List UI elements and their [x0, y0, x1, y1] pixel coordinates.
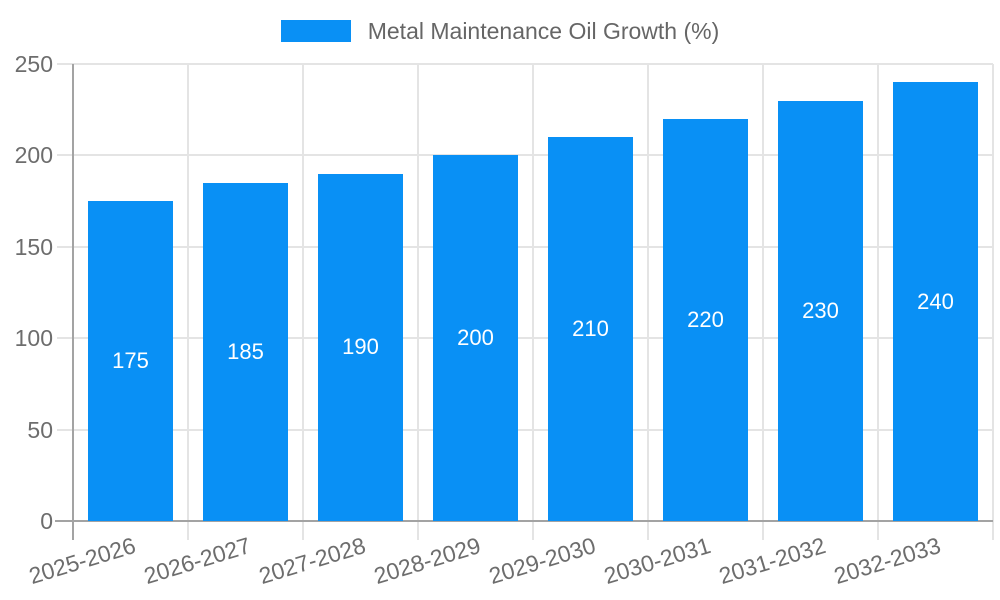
x-tick-label: 2026-2027 — [140, 532, 254, 590]
x-gridline — [762, 64, 764, 540]
bar-value-label: 200 — [457, 325, 494, 351]
x-gridline — [302, 64, 304, 540]
x-tick-label: 2029-2030 — [485, 532, 599, 590]
y-gridline — [57, 154, 993, 157]
bar[interactable]: 220 — [663, 118, 748, 521]
x-gridline — [992, 64, 994, 540]
x-tick-label: 2028-2029 — [370, 532, 484, 590]
x-tick-label: 2027-2028 — [255, 532, 369, 590]
bar[interactable]: 230 — [778, 100, 863, 521]
y-gridline — [57, 245, 993, 248]
y-tick-label: 250 — [14, 51, 53, 77]
y-tick-label: 50 — [27, 416, 53, 443]
bar[interactable]: 200 — [433, 155, 518, 521]
y-axis-line — [72, 64, 74, 540]
y-tick-label: 100 — [14, 325, 53, 352]
x-gridline — [647, 64, 649, 540]
y-tick-label: 150 — [14, 233, 53, 260]
x-tick-label: 2030-2031 — [600, 532, 714, 590]
bar[interactable]: 190 — [318, 173, 403, 521]
x-gridline — [187, 64, 189, 540]
bar-value-label: 210 — [572, 316, 609, 342]
legend-item[interactable]: Metal Maintenance Oil Growth (%) — [0, 17, 1000, 45]
y-gridline — [57, 428, 993, 431]
x-gridline — [877, 64, 879, 540]
x-gridline — [532, 64, 534, 540]
x-tick-label: 2031-2032 — [715, 532, 829, 590]
bar[interactable]: 175 — [88, 201, 173, 521]
y-gridline — [57, 337, 993, 340]
bar[interactable]: 240 — [893, 82, 978, 521]
bar[interactable]: 185 — [203, 182, 288, 521]
legend-label: Metal Maintenance Oil Growth (%) — [367, 18, 720, 44]
bar-value-label: 175 — [112, 348, 149, 374]
y-tick-label: 200 — [14, 142, 53, 169]
x-tick-label: 2025-2026 — [25, 532, 139, 590]
x-gridline — [417, 64, 419, 540]
y-gridline — [57, 63, 993, 65]
bar-value-label: 240 — [917, 288, 954, 314]
y-tick-label: 0 — [40, 508, 53, 534]
bar-value-label: 220 — [687, 306, 724, 332]
x-axis-line — [55, 520, 993, 522]
bar-value-label: 185 — [227, 338, 264, 364]
x-tick-label: 2032-2033 — [830, 532, 944, 590]
bar[interactable]: 210 — [548, 137, 633, 521]
bar-value-label: 190 — [342, 334, 379, 360]
bar-value-label: 230 — [802, 297, 839, 323]
legend-swatch-icon — [280, 20, 351, 42]
